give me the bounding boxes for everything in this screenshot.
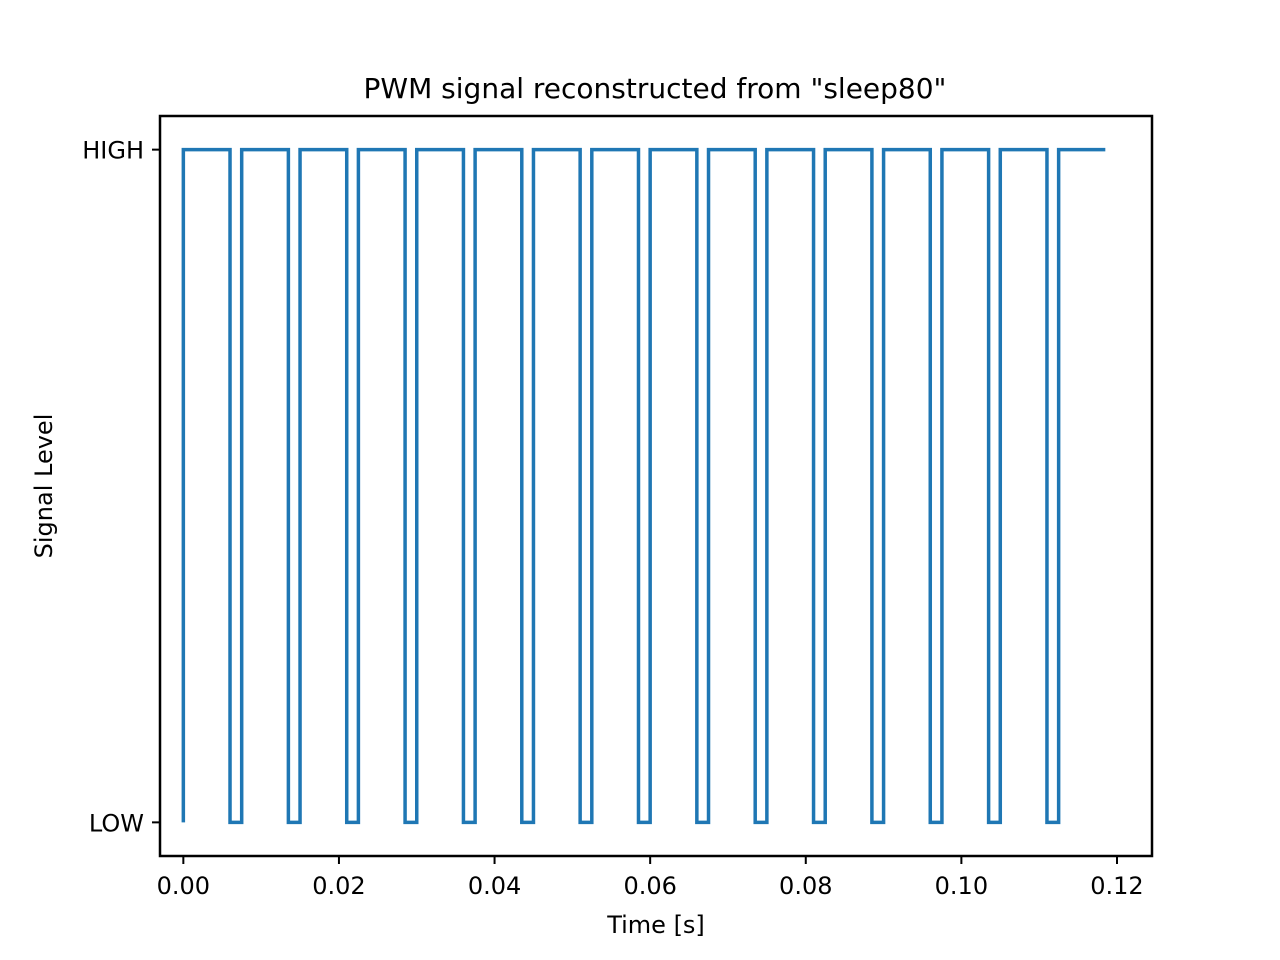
x-axis-ticks: 0.00 0.02 0.04 0.06 0.08 0.10 0.12 bbox=[157, 856, 1144, 900]
plot-area bbox=[181, 147, 1106, 825]
x-tick-label: 0.04 bbox=[468, 872, 521, 900]
x-axis-label: Time [s] bbox=[606, 911, 705, 939]
x-tick-label: 0.10 bbox=[935, 872, 988, 900]
x-tick-label: 0.00 bbox=[157, 872, 210, 900]
x-tick-label: 0.08 bbox=[779, 872, 832, 900]
y-tick-label: LOW bbox=[89, 809, 144, 837]
y-tick-label: HIGH bbox=[82, 137, 144, 165]
pwm-signal-line-0 bbox=[181, 147, 1106, 825]
x-tick-label: 0.02 bbox=[312, 872, 365, 900]
x-tick-label: 0.06 bbox=[623, 872, 676, 900]
y-axis-ticks: LOW HIGH bbox=[82, 137, 160, 837]
x-tick-label: 0.12 bbox=[1090, 872, 1143, 900]
y-axis-label: Signal Level bbox=[30, 414, 58, 559]
axes-frame bbox=[158, 114, 1154, 858]
chart-title: PWM signal reconstructed from "sleep80" bbox=[364, 72, 947, 105]
